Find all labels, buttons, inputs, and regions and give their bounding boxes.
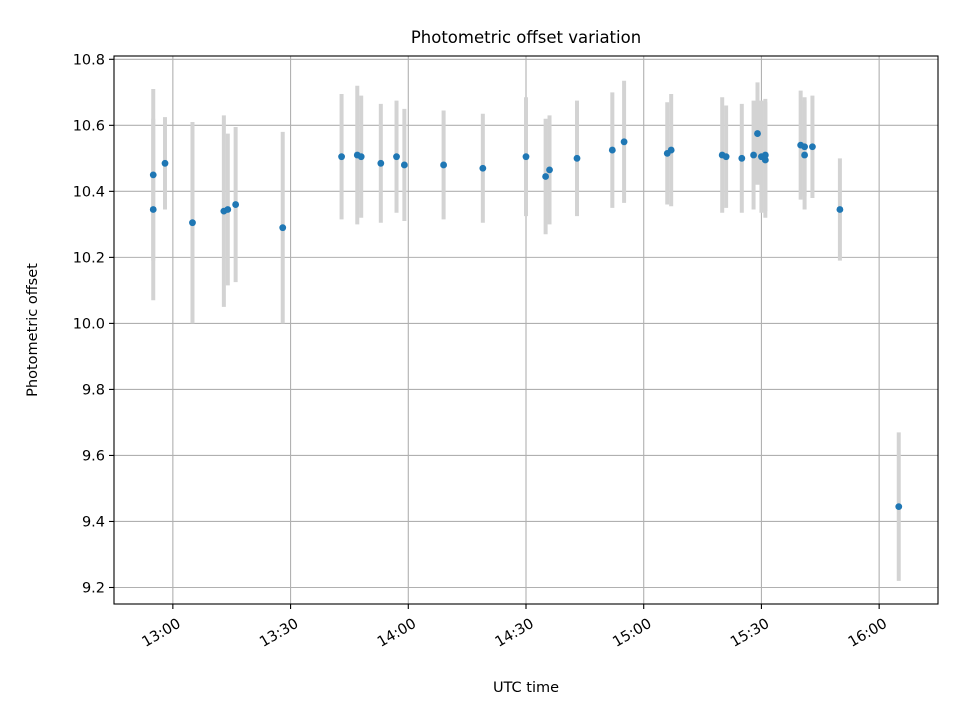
y-tick-label: 9.6 (82, 448, 105, 464)
data-point (393, 153, 400, 161)
data-point (620, 138, 628, 146)
data-point (761, 151, 769, 159)
data-point (279, 224, 287, 232)
y-tick-label: 9.2 (82, 580, 105, 596)
y-tick-label: 10.6 (73, 118, 105, 134)
data-point (608, 146, 616, 154)
y-tick-label: 10.2 (73, 250, 105, 266)
data-point (754, 130, 761, 137)
data-point (542, 173, 550, 180)
y-tick-label: 10.4 (73, 184, 105, 200)
data-point (338, 153, 345, 161)
data-point (440, 161, 447, 169)
data-point (895, 503, 903, 511)
y-axis-label: Photometric offset (25, 263, 41, 397)
data-point (377, 159, 385, 167)
data-point (161, 159, 169, 167)
data-point (189, 219, 196, 227)
data-point (801, 151, 808, 159)
y-tick-label: 10.0 (73, 316, 105, 332)
data-point (573, 154, 581, 162)
y-tick-label: 9.8 (82, 382, 105, 398)
data-points (149, 130, 903, 511)
data-point (357, 153, 365, 161)
data-point (149, 171, 157, 179)
data-point (224, 206, 232, 213)
y-tick-label: 10.8 (73, 52, 105, 68)
data-point (400, 161, 408, 169)
y-tick-label: 9.4 (82, 514, 105, 530)
data-point (801, 143, 808, 151)
data-point (809, 143, 816, 151)
data-point (667, 146, 675, 154)
data-point (232, 201, 240, 208)
data-point (738, 154, 746, 162)
data-point (149, 206, 157, 213)
x-axis-label: UTC time (493, 680, 559, 696)
data-point (479, 164, 487, 172)
data-point (522, 153, 530, 161)
data-point (722, 153, 730, 161)
data-point (750, 151, 757, 159)
data-point (836, 206, 844, 213)
data-point (546, 166, 553, 174)
y-axis-ticks: 9.2 9.4 9.6 9.8 10.0 10.2 10.4 10.6 10.8 (73, 52, 114, 596)
data-point (761, 156, 769, 164)
chart-title: Photometric offset variation (411, 28, 641, 47)
